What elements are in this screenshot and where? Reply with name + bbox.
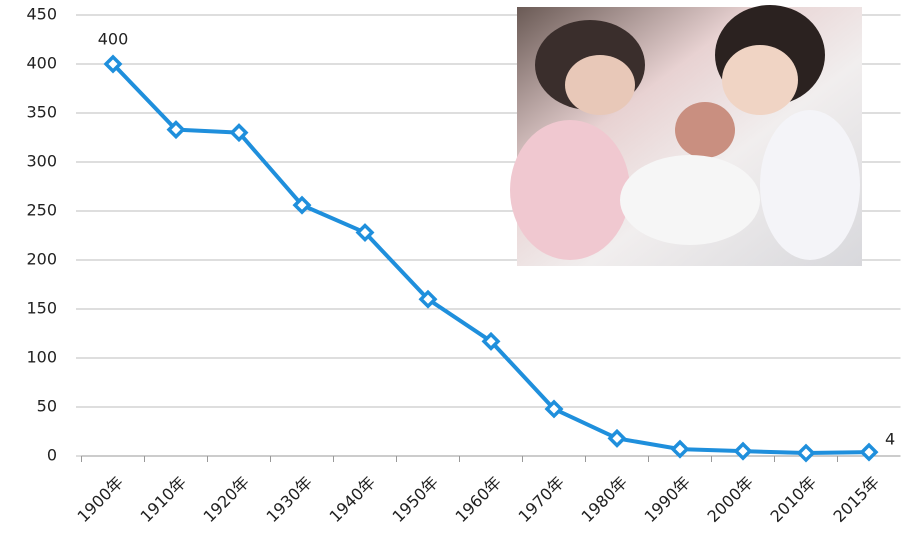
y-tick-label: 250 xyxy=(26,201,57,220)
point xyxy=(355,223,375,243)
y-tick-label: 0 xyxy=(47,446,57,465)
point xyxy=(796,443,816,463)
y-tick-label: 150 xyxy=(26,299,57,318)
y-tick-label: 400 xyxy=(26,54,57,73)
x-tick-label: 1940年 xyxy=(325,473,379,527)
point xyxy=(229,123,249,143)
x-tick-label: 1950年 xyxy=(388,473,442,527)
x-tick-label: 2000年 xyxy=(703,473,757,527)
point xyxy=(103,54,123,74)
y-tick-label: 50 xyxy=(37,397,57,416)
point xyxy=(481,331,501,351)
x-tick-label: 1970年 xyxy=(514,473,568,527)
y-tick-label: 300 xyxy=(26,152,57,171)
point xyxy=(166,120,186,140)
photo xyxy=(510,5,862,266)
y-tick-label: 200 xyxy=(26,250,57,269)
y-tick-label: 350 xyxy=(26,103,57,122)
x-tick-label: 1910年 xyxy=(136,473,190,527)
x-tick-label: 1990年 xyxy=(640,473,694,527)
point xyxy=(418,289,438,309)
point xyxy=(544,399,564,419)
x-tick-label: 2010年 xyxy=(766,473,820,527)
x-tick-label: 1920年 xyxy=(199,473,253,527)
x-tick-label: 1960年 xyxy=(451,473,505,527)
data-label: 4 xyxy=(885,430,895,449)
point xyxy=(733,441,753,461)
x-tick-label: 2015年 xyxy=(829,473,883,527)
point xyxy=(859,442,879,462)
x-tick-label: 1900年 xyxy=(73,473,127,527)
y-tick-label: 100 xyxy=(26,348,57,367)
point xyxy=(670,439,690,459)
point xyxy=(292,195,312,215)
x-tick-label: 1930年 xyxy=(262,473,316,527)
data-label: 400 xyxy=(98,30,129,49)
y-tick-label: 450 xyxy=(26,5,57,24)
x-tick-label: 1980年 xyxy=(577,473,631,527)
point xyxy=(607,428,627,448)
